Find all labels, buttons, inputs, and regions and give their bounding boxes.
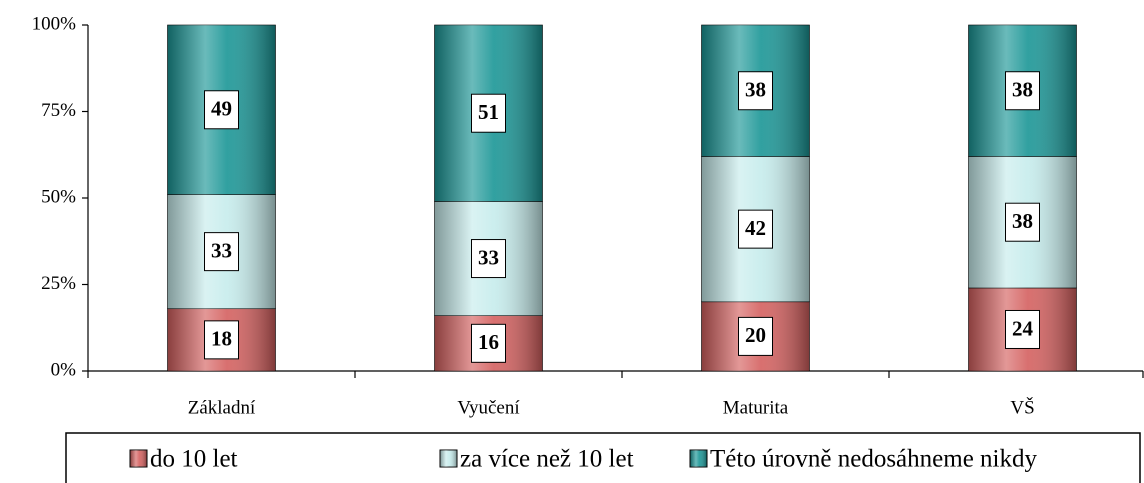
data-label: 20 <box>745 323 766 347</box>
data-label: 51 <box>478 100 499 124</box>
data-label-box <box>738 209 773 249</box>
data-label: 18 <box>211 327 232 351</box>
data-label: 24 <box>1012 316 1034 340</box>
data-label-box <box>471 93 506 133</box>
y-tick-label: 100% <box>32 13 77 34</box>
data-label-box <box>204 90 239 130</box>
data-label: 42 <box>745 216 766 240</box>
data-label-box <box>1005 309 1040 349</box>
data-label-box <box>1005 71 1040 111</box>
legend-label: do 10 let <box>150 446 238 473</box>
legend-swatch-shade <box>690 450 707 467</box>
data-label-box <box>1005 202 1040 242</box>
data-label: 38 <box>1012 78 1033 102</box>
legend-box <box>65 432 1141 483</box>
legend-label: Této úrovně nedosáhneme nikdy <box>710 446 1037 473</box>
data-label-box <box>204 320 239 360</box>
data-label-box <box>471 323 506 363</box>
data-label-box <box>738 71 773 111</box>
y-tick-label: 75% <box>41 100 76 121</box>
legend-label: za více než 10 let <box>460 446 634 473</box>
data-label: 33 <box>478 245 499 269</box>
x-tick-label: Vyučení <box>457 397 520 418</box>
x-tick-label: Maturita <box>723 397 789 418</box>
data-label-box <box>204 232 239 272</box>
x-tick-label: Základní <box>188 397 256 418</box>
legend-swatch-shade <box>130 450 147 467</box>
data-label: 49 <box>211 97 232 121</box>
y-tick-label: 25% <box>41 273 76 294</box>
x-tick-label: VŠ <box>1010 396 1034 418</box>
y-tick-label: 0% <box>51 359 77 380</box>
data-label-box <box>738 316 773 356</box>
data-label-box <box>471 239 506 279</box>
data-label: 38 <box>745 78 766 102</box>
y-tick-label: 50% <box>41 186 76 207</box>
data-label: 33 <box>211 238 232 262</box>
data-label: 38 <box>1012 209 1033 233</box>
legend-swatch-shade <box>440 450 457 467</box>
data-label: 16 <box>478 330 499 354</box>
